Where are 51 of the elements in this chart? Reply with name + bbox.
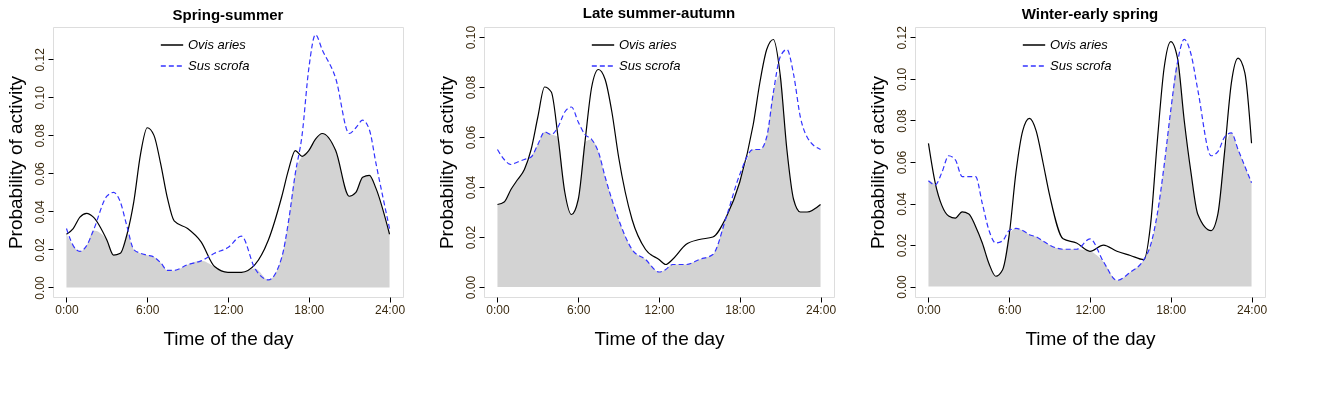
x-tick-label: 6:00 xyxy=(567,302,591,317)
y-tick-label: 0.04 xyxy=(32,199,47,224)
legend-label: Ovis aries xyxy=(619,37,678,52)
x-tick-label: 0:00 xyxy=(55,302,79,317)
x-tick-label: 12:00 xyxy=(213,302,244,317)
chart-title: Late summer-autumn xyxy=(582,4,736,22)
y-axis-title: Probability of activity xyxy=(866,75,888,250)
y-tick-label: 0.06 xyxy=(32,161,47,186)
x-tick-label: 0:00 xyxy=(486,302,510,317)
y-tick-label: 0.10 xyxy=(32,85,47,110)
y-tick-label: 0.08 xyxy=(894,108,909,133)
x-tick-label: 18:00 xyxy=(725,302,756,317)
y-tick-label: 0.08 xyxy=(463,75,478,100)
y-tick-label: 0.10 xyxy=(463,25,478,50)
x-tick-label: 6:00 xyxy=(136,302,160,317)
y-tick-label: 0.12 xyxy=(32,47,47,72)
x-tick-label: 12:00 xyxy=(1075,302,1106,317)
y-tick-label: 0.04 xyxy=(463,175,478,200)
legend-label: Sus scrofa xyxy=(1050,58,1112,73)
x-tick-label: 0:00 xyxy=(917,302,941,317)
chart-title: Spring-summer xyxy=(172,6,284,23)
x-tick-label: 24:00 xyxy=(1237,302,1268,317)
y-axis-title: Probability of activity xyxy=(435,75,457,250)
y-tick-label: 0.02 xyxy=(463,225,478,250)
y-tick-label: 0.02 xyxy=(894,233,909,258)
y-tick-label: 0.08 xyxy=(32,123,47,148)
y-tick-label: 0.04 xyxy=(894,192,909,216)
line-series xyxy=(65,34,391,281)
chart-title: Winter-early spring xyxy=(1021,4,1159,22)
y-tick-label: 0.06 xyxy=(894,150,909,175)
x-tick-label: 6:00 xyxy=(998,302,1022,317)
x-axis-title: Time of the day xyxy=(594,327,726,349)
y-tick-label: 0.02 xyxy=(32,237,47,262)
x-tick-label: 12:00 xyxy=(644,302,675,317)
legend-label: Ovis aries xyxy=(1050,37,1109,52)
x-axis-title: Time of the day xyxy=(1025,327,1157,349)
y-tick-label: 0.12 xyxy=(894,25,909,50)
y-axis-title: Probability of activity xyxy=(4,75,26,250)
x-axis-title: Time of the day xyxy=(163,327,295,349)
y-tick-label: 0.06 xyxy=(463,125,478,150)
x-tick-label: 24:00 xyxy=(806,302,837,317)
y-tick-label: 0.00 xyxy=(463,275,478,300)
legend-label: Sus scrofa xyxy=(619,58,681,73)
legend-label: Sus scrofa xyxy=(188,58,250,73)
legend-label: Ovis aries xyxy=(188,37,247,52)
x-tick-label: 18:00 xyxy=(294,302,325,317)
x-tick-label: 24:00 xyxy=(375,302,406,317)
x-tick-label: 18:00 xyxy=(1156,302,1187,317)
y-tick-label: 0.10 xyxy=(894,67,909,92)
y-tick-label: 0.00 xyxy=(32,275,47,300)
y-tick-label: 0.00 xyxy=(894,275,909,299)
